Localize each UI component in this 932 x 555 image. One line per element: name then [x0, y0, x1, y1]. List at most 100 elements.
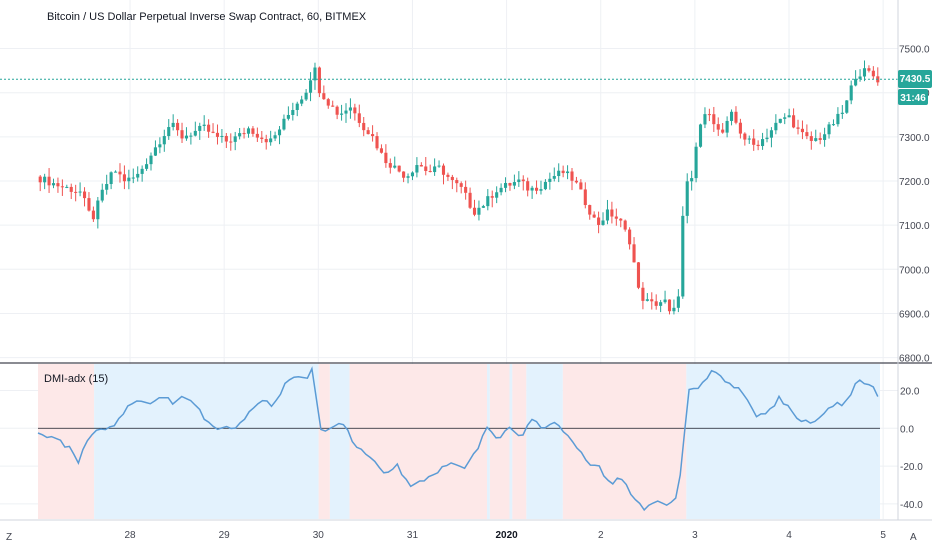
price-tick-label: 6900.0	[899, 309, 930, 320]
candle-body	[114, 171, 118, 173]
candle-body	[69, 186, 73, 192]
shading-block	[686, 364, 880, 519]
candle-body	[224, 135, 228, 142]
shading-block	[94, 364, 319, 519]
candle-body	[322, 93, 326, 100]
time-axis[interactable]: 28 29 30 31 2020 2 3 4 5	[124, 530, 886, 541]
candle-body	[189, 135, 193, 137]
candle-body	[331, 105, 335, 107]
candle-body	[300, 99, 304, 104]
candle-body	[517, 179, 521, 183]
candle-body	[433, 166, 437, 173]
candle-body	[761, 139, 765, 147]
candle-body	[82, 191, 87, 199]
shading-block	[512, 364, 527, 519]
shading-block	[318, 364, 330, 519]
candle-body	[118, 171, 122, 175]
candle-body	[765, 137, 769, 140]
candle-body	[109, 172, 113, 185]
candle-body	[105, 184, 109, 190]
candle-body	[641, 287, 645, 301]
candle-body	[167, 127, 171, 137]
price-tick-label: 7200.0	[899, 177, 930, 188]
shading-block	[526, 364, 563, 519]
candle-body	[521, 179, 525, 182]
candle-body	[38, 176, 42, 183]
auto-scale-button[interactable]: A	[910, 532, 917, 543]
candle-body	[530, 187, 534, 191]
candle-body	[313, 67, 317, 81]
candle-body	[858, 76, 862, 79]
candle-body	[721, 129, 725, 133]
candle-body	[800, 128, 804, 133]
candle-body	[277, 129, 282, 136]
candle-body	[229, 141, 233, 143]
candle-body	[672, 307, 676, 312]
candle-body	[579, 182, 583, 190]
candle-body	[561, 170, 565, 174]
candle-body	[787, 115, 791, 118]
time-tick-label: 31	[407, 530, 419, 541]
price-tick-label: 6800.0	[899, 354, 930, 365]
candle-body	[557, 170, 561, 177]
candle-body	[570, 171, 574, 181]
candle-body	[614, 216, 618, 219]
candle-body	[862, 68, 867, 77]
candle-body	[756, 144, 760, 147]
candle-body	[854, 78, 858, 86]
candle-body	[246, 128, 251, 134]
candle-body	[712, 114, 716, 125]
candle-body	[295, 103, 299, 110]
candlestick-series	[38, 60, 880, 315]
candle-body	[849, 85, 853, 101]
candle-body	[393, 165, 397, 168]
candle-body	[91, 210, 95, 220]
candle-body	[96, 200, 100, 220]
candle-body	[619, 218, 623, 221]
candle-body	[335, 106, 339, 115]
shading-block	[489, 364, 510, 519]
candle-body	[145, 164, 149, 169]
timezone-button[interactable]: Z	[6, 532, 12, 543]
candle-body	[140, 168, 144, 174]
chart-title: Bitcoin / US Dollar Perpetual Inverse Sw…	[47, 11, 367, 23]
candle-body	[207, 124, 211, 132]
candle-body	[286, 114, 290, 119]
candle-body	[51, 183, 56, 186]
time-tick-label: 28	[124, 530, 136, 541]
time-tick-label: 4	[786, 530, 792, 541]
candle-body	[610, 209, 614, 217]
candle-body	[583, 189, 587, 206]
candle-body	[459, 183, 463, 187]
candle-body	[645, 299, 649, 301]
candle-body	[592, 214, 596, 218]
candle-body	[308, 80, 313, 93]
candle-body	[220, 135, 224, 137]
indicator-axis[interactable]: 20.0 0.0 -20.0 -40.0	[900, 386, 923, 510]
candle-body	[539, 189, 543, 191]
candle-body	[871, 70, 875, 77]
candle-body	[632, 244, 636, 263]
candle-body	[131, 177, 135, 179]
candle-body	[783, 117, 787, 119]
candle-body	[74, 191, 78, 193]
candle-body	[424, 166, 428, 171]
candle-body	[769, 130, 773, 138]
candle-body	[371, 134, 375, 137]
indicator-tick-label: -20.0	[900, 462, 923, 473]
candle-body	[552, 176, 556, 179]
candle-body	[180, 130, 184, 139]
candle-body	[60, 186, 64, 188]
candle-body	[437, 165, 441, 167]
candle-body	[601, 220, 605, 225]
candle-body	[566, 171, 570, 174]
candle-body	[588, 205, 592, 215]
candle-body	[282, 118, 286, 130]
candle-body	[667, 299, 672, 312]
candle-body	[153, 147, 157, 156]
candle-body	[503, 182, 508, 188]
candle-body	[291, 109, 295, 115]
candle-body	[43, 176, 47, 183]
